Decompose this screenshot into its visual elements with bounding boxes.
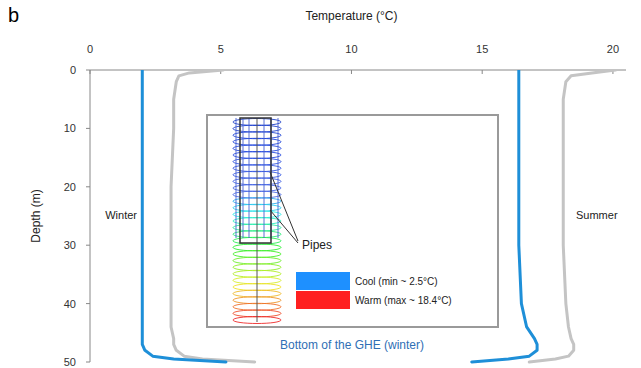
y-tick-label: 30 [64, 239, 76, 251]
y-tick-label: 10 [64, 122, 76, 134]
y-axis-line [90, 70, 91, 362]
chart: b Temperature (°C) Depth (m) 0 5 10 15 20 0 10 20 3… [0, 0, 641, 368]
x-tick-label: 5 [218, 43, 224, 55]
y-tick-label: 20 [64, 181, 76, 193]
contour-vertical [236, 118, 237, 238]
y-tick-label: 40 [64, 298, 76, 310]
x-tick-label: 20 [607, 43, 619, 55]
y-tick [86, 128, 90, 129]
x-axis-title: Temperature (°C) [305, 9, 397, 23]
legend-swatch [296, 272, 350, 290]
x-tick [90, 70, 91, 74]
panel-letter: b [8, 4, 19, 26]
y-axis-title: Depth (m) [29, 189, 43, 242]
lines [142, 70, 615, 362]
y-tick [86, 186, 90, 187]
y-tick [86, 362, 90, 363]
x-tick [351, 70, 352, 74]
legend-text: Warm (max ~ 18.4°C) [355, 295, 452, 306]
inset-label: Pipes [302, 238, 332, 252]
pipe-loop [240, 118, 271, 243]
annotation: Summer [576, 209, 618, 221]
legend-text: Cool (min ~ 2.5°C) [355, 276, 438, 287]
y-tick-label: 50 [64, 356, 76, 368]
contour-vertical [264, 118, 265, 238]
x-axis-line [90, 70, 626, 71]
x-tick [482, 70, 483, 74]
contour-vertical [249, 118, 250, 238]
contour-vertical [243, 118, 244, 238]
y-tick [86, 245, 90, 246]
leader-line [270, 172, 298, 241]
legend-swatch [296, 291, 350, 309]
annotation: Winter [105, 209, 137, 221]
axis-line-inset [257, 118, 258, 322]
inset-frame [207, 115, 498, 327]
x-tick-label: 0 [87, 43, 93, 55]
y-tick [86, 70, 90, 71]
y-tick [86, 303, 90, 304]
x-tick-label: 10 [345, 43, 357, 55]
leader-line [270, 210, 298, 243]
x-tick-label: 15 [476, 43, 488, 55]
inset-caption: Bottom of the GHE (winter) [280, 338, 424, 352]
inset: Pipes Cool (min ~ 2.5°C) Warm (max ~ 18.4°… [207, 115, 498, 327]
y-tick-label: 0 [70, 64, 76, 76]
